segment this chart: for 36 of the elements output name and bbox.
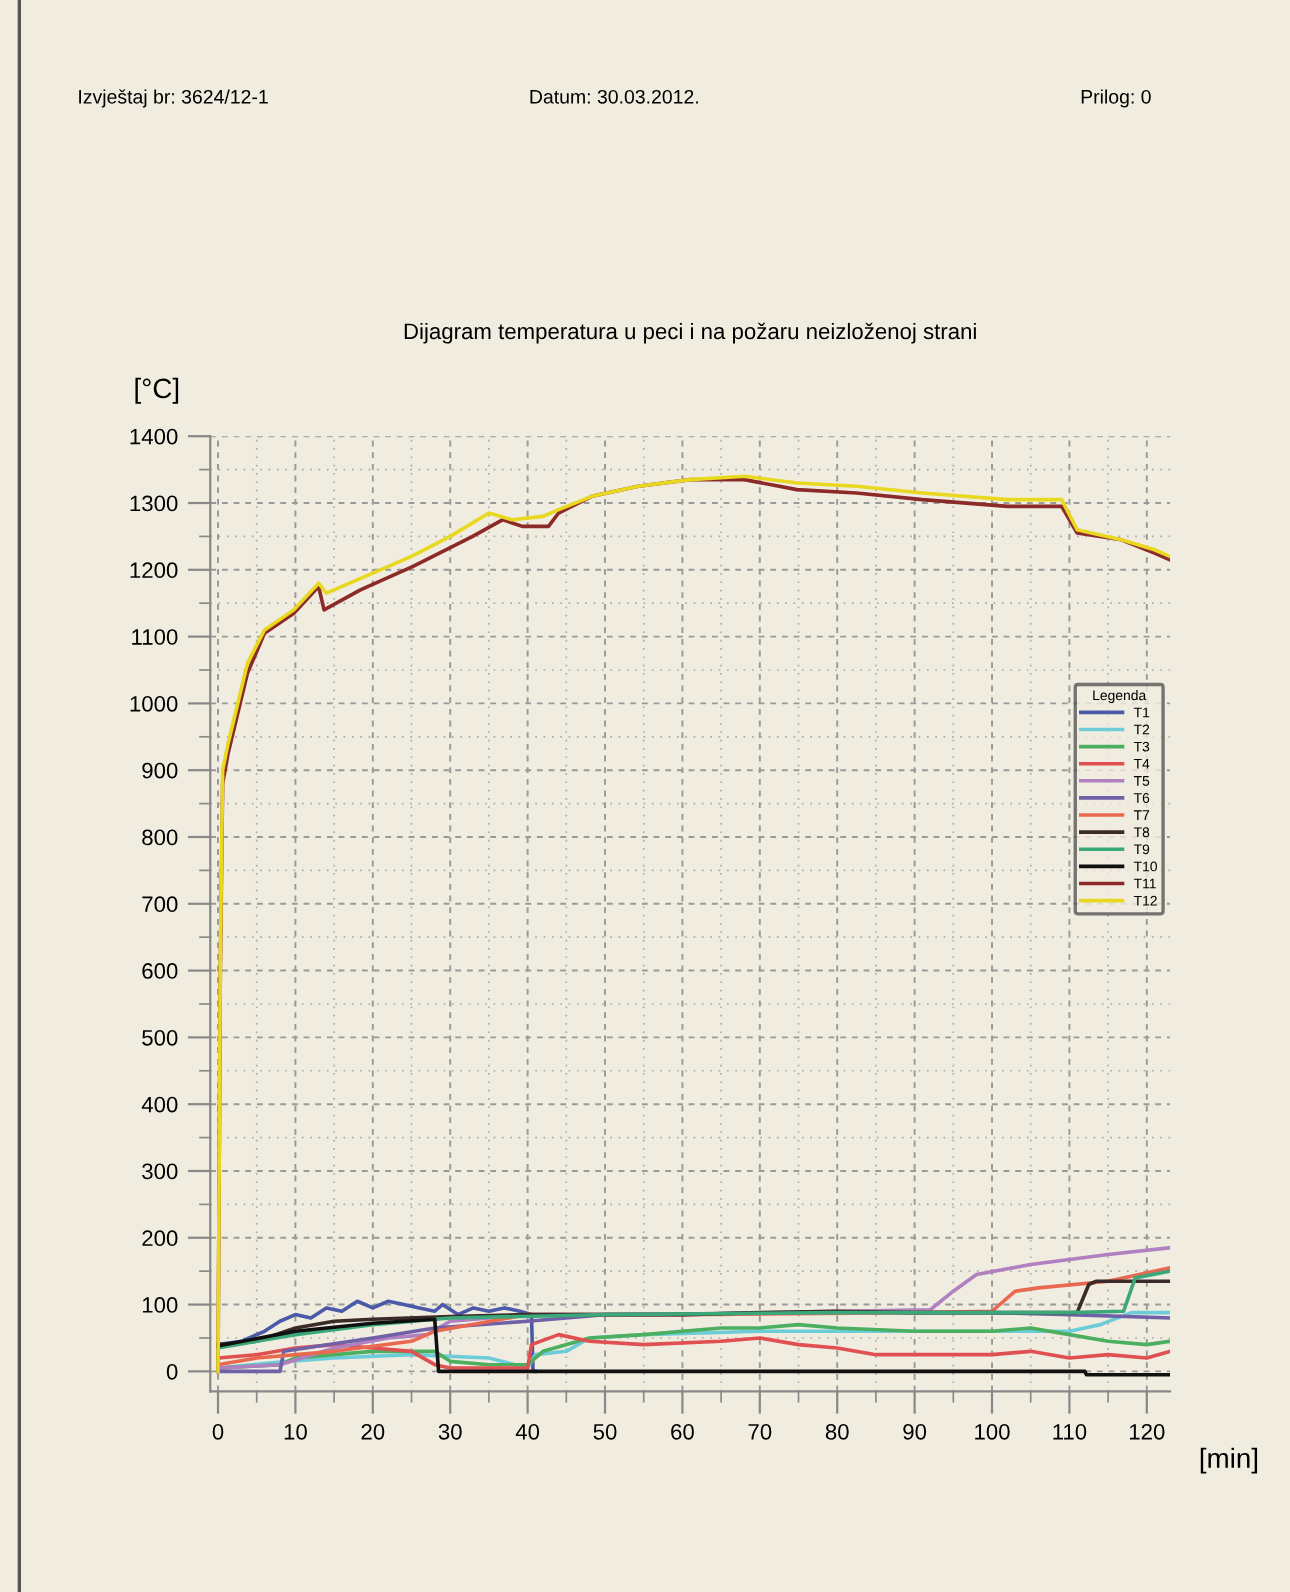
- text: Izvještaj br: 3624/12-1: [79, 89, 268, 108]
- y-tick-label: 800: [142, 829, 178, 846]
- x-tick-label: 90: [903, 1423, 927, 1440]
- x-tick-label: 70: [748, 1423, 772, 1440]
- y-tick-label: 600: [142, 963, 178, 979]
- line-series: [216, 1332, 1171, 1370]
- x-tick-label: 80: [825, 1423, 849, 1440]
- y-tick-label: 400: [141, 1096, 178, 1113]
- x-tick-label: 30: [438, 1423, 462, 1440]
- y-tick-label: 1200: [130, 562, 178, 579]
- y-tick-label: 100: [142, 1297, 178, 1313]
- y-tick-label: 1300: [130, 495, 178, 512]
- y-tick-label: 1100: [132, 629, 178, 645]
- x-tick-label: 50: [593, 1423, 617, 1440]
- x-tick-label: 120: [1129, 1423, 1165, 1440]
- y-tick-label: 500: [142, 1029, 178, 1046]
- x-tick-label: 20: [361, 1423, 385, 1440]
- x-tick-label: 100: [975, 1423, 1010, 1440]
- x-tick-label: 0: [212, 1423, 224, 1440]
- y-tick-label: 0: [166, 1363, 178, 1380]
- line-series: [216, 1299, 538, 1374]
- chart-title: Dijagram temperatura u peci i na požaru neizloženoj strani: [404, 322, 976, 344]
- y-tick-label: 700: [142, 896, 178, 913]
- x-tick-label: 40: [515, 1423, 540, 1440]
- text: Prilog: 0: [1081, 89, 1151, 108]
- x-axis-title: [min]: [1200, 1447, 1258, 1474]
- y-tick-label: 1400: [130, 428, 178, 445]
- y-axis-title: [°C]: [135, 377, 179, 404]
- x-tick-label: 110: [1053, 1423, 1087, 1440]
- y-tick-label: 1000: [130, 695, 178, 712]
- y-tick-label: 200: [142, 1230, 178, 1247]
- x-tick-label: 10: [284, 1423, 307, 1440]
- text: Datum: 30.03.2012.: [530, 89, 698, 104]
- y-tick-label: 900: [142, 762, 178, 779]
- y-tick-label: 300: [142, 1163, 178, 1180]
- x-tick-label: 60: [671, 1423, 694, 1440]
